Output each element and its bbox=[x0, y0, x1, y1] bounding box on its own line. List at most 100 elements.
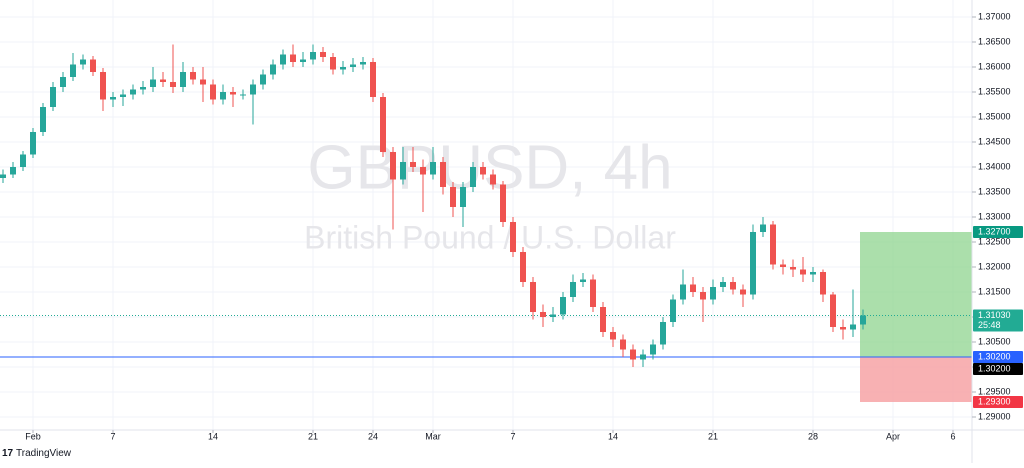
candle-body bbox=[720, 282, 726, 287]
candle-body bbox=[680, 284, 686, 300]
candle-body bbox=[570, 282, 576, 297]
profit-zone bbox=[860, 232, 972, 357]
y-tick-label: 1.36500 bbox=[978, 36, 1011, 46]
candle-body bbox=[560, 297, 566, 315]
candle-body bbox=[660, 322, 666, 345]
y-tick-label: 1.34000 bbox=[978, 161, 1011, 171]
x-tick-label: 28 bbox=[808, 431, 818, 441]
candle-body bbox=[20, 154, 26, 167]
x-tick-label: 24 bbox=[368, 431, 378, 441]
candle-body bbox=[300, 59, 306, 62]
y-tick-label: 1.29500 bbox=[978, 386, 1011, 396]
candle-body bbox=[610, 332, 616, 340]
watermark-description: British Pound / U.S. Dollar bbox=[304, 219, 676, 255]
x-tick-label: Feb bbox=[25, 431, 41, 441]
candle-body bbox=[820, 272, 826, 295]
stop-label: 1.29300 bbox=[978, 396, 1011, 406]
candle-body bbox=[170, 82, 176, 87]
candle-body bbox=[200, 79, 206, 85]
candle-body bbox=[380, 97, 386, 152]
candle-body bbox=[650, 344, 656, 355]
candle-body bbox=[700, 292, 706, 300]
candle-body bbox=[810, 272, 816, 275]
candle-body bbox=[540, 312, 546, 317]
y-tick-label: 1.33500 bbox=[978, 186, 1011, 196]
y-tick-label: 1.35000 bbox=[978, 111, 1011, 121]
candle-body bbox=[190, 72, 196, 80]
candle-body bbox=[390, 152, 396, 180]
x-tick-label: Apr bbox=[886, 431, 900, 441]
y-tick-label: 1.30500 bbox=[978, 336, 1011, 346]
last-price-label: 1.31030 bbox=[978, 310, 1011, 320]
candle-body bbox=[80, 59, 86, 65]
last-price-label-bg bbox=[973, 309, 1023, 332]
candle-body bbox=[220, 92, 226, 100]
candle-body bbox=[0, 174, 6, 178]
y-tick-label: 1.32000 bbox=[978, 261, 1011, 271]
candle-body bbox=[150, 79, 156, 87]
candle-body bbox=[800, 269, 806, 275]
candle-body bbox=[70, 64, 76, 77]
candle-body bbox=[860, 315, 866, 325]
candle-body bbox=[580, 279, 586, 282]
candle-body bbox=[350, 64, 356, 67]
y-tick-label: 1.34500 bbox=[978, 136, 1011, 146]
x-tick-label: 7 bbox=[510, 431, 515, 441]
candle-body bbox=[840, 327, 846, 330]
candle-body bbox=[780, 264, 786, 267]
candle-body bbox=[760, 224, 766, 232]
candle-body bbox=[40, 107, 46, 132]
candle-body bbox=[260, 74, 266, 85]
brand-mark: 17 bbox=[2, 448, 14, 459]
candle-body bbox=[420, 167, 426, 175]
candle-body bbox=[460, 187, 466, 207]
stop-label-bg bbox=[973, 396, 1023, 408]
candle-body bbox=[240, 94, 246, 96]
candle-body bbox=[60, 77, 66, 87]
y-tick-label: 1.29000 bbox=[978, 411, 1011, 421]
candle-body bbox=[330, 57, 336, 70]
candle-body bbox=[740, 289, 746, 295]
candle-body bbox=[530, 282, 536, 312]
x-tick-label: Mar bbox=[425, 431, 441, 441]
countdown: 25:48 bbox=[978, 320, 1001, 330]
entry-order-label: 1.30200 bbox=[978, 363, 1011, 373]
candle-body bbox=[10, 167, 16, 175]
candle-body bbox=[230, 92, 236, 95]
candle-body bbox=[830, 294, 836, 327]
candle-body bbox=[730, 282, 736, 290]
x-tick-label: 14 bbox=[608, 431, 618, 441]
candle-body bbox=[630, 349, 636, 360]
candle-body bbox=[550, 314, 556, 317]
candle-body bbox=[770, 224, 776, 265]
entry-order-label-bg bbox=[973, 363, 1023, 375]
candle-body bbox=[410, 162, 416, 167]
x-tick-label: 6 bbox=[950, 431, 955, 441]
entry-label-bg bbox=[973, 351, 1023, 363]
candle-body bbox=[30, 132, 36, 155]
candle-body bbox=[310, 52, 316, 60]
candle-body bbox=[370, 62, 376, 97]
candle-body bbox=[440, 162, 446, 187]
entry-label: 1.30200 bbox=[978, 351, 1011, 361]
candle-body bbox=[250, 84, 256, 95]
x-tick-label: 14 bbox=[208, 431, 218, 441]
y-tick-label: 1.31500 bbox=[978, 286, 1011, 296]
candle-body bbox=[90, 59, 96, 72]
brand-name: TradingView bbox=[16, 448, 72, 459]
candle-body bbox=[180, 72, 186, 87]
candle-body bbox=[50, 87, 56, 107]
candle-body bbox=[320, 52, 326, 57]
candle-body bbox=[520, 252, 526, 282]
candle-body bbox=[360, 62, 366, 65]
candle-body bbox=[450, 187, 456, 207]
x-tick-label: 21 bbox=[708, 431, 718, 441]
candle-body bbox=[290, 54, 296, 62]
y-tick-label: 1.37000 bbox=[978, 11, 1011, 21]
candle-body bbox=[480, 167, 486, 175]
candle-body bbox=[130, 89, 136, 95]
candle-body bbox=[590, 279, 596, 307]
y-tick-label: 1.32500 bbox=[978, 236, 1011, 246]
